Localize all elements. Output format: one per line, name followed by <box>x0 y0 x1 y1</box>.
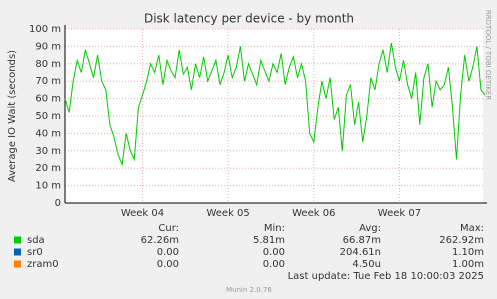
legend-stat: 4.50u <box>352 259 381 270</box>
y-tick-label: 100 m <box>29 24 61 35</box>
legend-swatch <box>14 248 21 256</box>
y-tick-label: 40 m <box>35 128 61 139</box>
x-tick-label: Week 07 <box>378 208 421 219</box>
legend-stat: 204.61n <box>340 247 381 258</box>
legend-stat: 0.00 <box>157 259 179 270</box>
legend-stat: 66.87m <box>343 235 381 246</box>
chart-title: Disk latency per device - by month <box>144 12 354 26</box>
data-line <box>64 42 486 167</box>
legend-stat: 1.10m <box>452 247 484 258</box>
legend-label: zram0 <box>27 259 59 270</box>
x-tick-label: Week 06 <box>292 208 335 219</box>
legend-swatch <box>14 260 21 268</box>
y-tick-label: 0 <box>55 198 61 209</box>
legend-stat: 0.00 <box>263 247 285 258</box>
y-tick-label: 30 m <box>35 146 61 157</box>
legend-header: Avg: <box>359 223 381 234</box>
legend-stat: 262.92m <box>439 235 484 246</box>
legend-header: Max: <box>460 223 484 234</box>
side-label: RRDTOOL / TOBI OETIKER <box>484 10 492 100</box>
y-tick-label: 60 m <box>35 94 61 105</box>
legend-label: sda <box>27 235 45 246</box>
legend-stat: 1.00m <box>452 259 484 270</box>
legend-stat: 5.81m <box>253 235 285 246</box>
legend-header: Cur: <box>158 223 179 234</box>
legend-stat: 62.26m <box>141 235 179 246</box>
y-tick-label: 90 m <box>35 41 61 52</box>
y-tick-label: 20 m <box>35 163 61 174</box>
y-tick-label: 10 m <box>35 181 61 192</box>
legend-stat: 0.00 <box>263 259 285 270</box>
y-tick-label: 70 m <box>35 76 61 87</box>
legend-label: sr0 <box>27 247 43 258</box>
y-axis-label: Average IO Wait (seconds) <box>7 50 18 182</box>
legend-swatch <box>14 236 21 244</box>
x-tick-label: Week 05 <box>206 208 249 219</box>
footer: Munin 2.0.76 <box>226 286 272 294</box>
x-tick-label: Week 04 <box>121 208 164 219</box>
y-tick-label: 80 m <box>35 59 61 70</box>
legend-header: Min: <box>264 223 285 234</box>
last-update: Last update: Tue Feb 18 10:00:03 2025 <box>288 271 484 282</box>
y-tick-label: 50 m <box>35 111 61 122</box>
legend-stat: 0.00 <box>157 247 179 258</box>
